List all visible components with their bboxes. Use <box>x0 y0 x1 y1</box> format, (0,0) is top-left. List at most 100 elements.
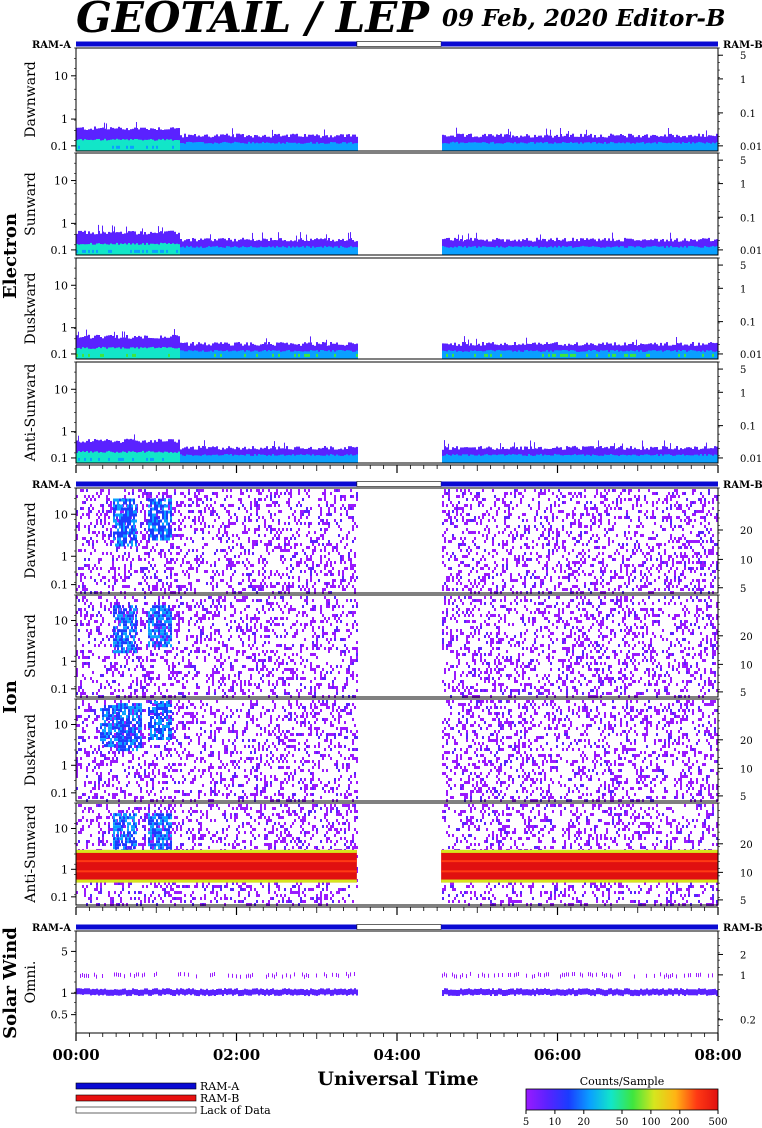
electron-band-cell <box>128 348 130 359</box>
electron-band-cell <box>118 145 120 149</box>
ion-count-cell <box>112 525 114 528</box>
ion-count-cell <box>160 552 162 555</box>
electron-band-cell <box>528 351 530 359</box>
electron-band-cell <box>700 351 702 360</box>
electron-band-cell <box>584 455 586 464</box>
electron-band-cell <box>300 351 302 360</box>
ion-count-cell <box>220 540 222 543</box>
ion-count-cell <box>158 516 160 519</box>
ion-count-cell <box>228 561 230 564</box>
electron-spike <box>550 129 551 136</box>
electron-band-cell <box>168 353 170 357</box>
electron-band-cell <box>642 142 644 152</box>
electron-band-cell <box>500 353 502 357</box>
electron-band-cell <box>620 445 622 464</box>
ion-count-cell <box>254 528 256 531</box>
ion-count-cell <box>466 504 468 507</box>
ion-count-cell <box>350 507 352 510</box>
ion-count-cell <box>534 525 536 528</box>
electron-band-cell <box>450 455 452 463</box>
ion-count-cell <box>346 537 348 540</box>
electron-band-cell <box>690 455 692 463</box>
electron-band-cell <box>318 455 320 464</box>
electron-band-cell <box>606 143 608 151</box>
ion-count-cell <box>144 537 146 540</box>
ion-count-cell <box>176 552 178 555</box>
ion-count-cell <box>502 558 504 561</box>
electron-band-cell <box>470 133 472 152</box>
ion-count-cell <box>144 573 146 576</box>
electron-band-cell <box>514 145 516 149</box>
electron-band-cell <box>238 455 240 464</box>
ion-count-cell <box>164 555 166 558</box>
ion-count-cell <box>602 552 604 555</box>
electron-band-cell <box>104 243 106 255</box>
ion-count-cell <box>270 504 272 507</box>
ion-count-cell <box>482 516 484 519</box>
electron-spike <box>274 441 275 448</box>
electron-band-cell <box>558 350 560 359</box>
ion-count-cell <box>340 582 342 585</box>
electron-band-cell <box>232 247 234 256</box>
electron-band-cell <box>656 246 658 256</box>
ion-count-cell <box>548 543 550 546</box>
electron-band-cell <box>686 145 688 149</box>
electron-band-cell <box>628 249 630 253</box>
electron-band-cell <box>332 457 334 461</box>
ion-count-cell <box>526 519 528 522</box>
ion-count-cell <box>608 540 610 543</box>
ion-count-cell <box>216 570 218 573</box>
electron-band-cell <box>688 246 690 255</box>
ion-count-cell <box>132 492 134 495</box>
ion-count-cell <box>108 510 110 513</box>
electron-band-cell <box>154 249 156 253</box>
ion-count-cell <box>540 516 542 519</box>
ion-count-cell <box>214 519 216 522</box>
electron-band-cell <box>270 143 272 152</box>
panel-data <box>76 434 718 464</box>
ion-count-cell <box>464 537 466 540</box>
ion-count-cell <box>326 585 328 588</box>
ion-count-cell <box>124 576 126 579</box>
ion-count-cell <box>584 525 586 528</box>
ion-count-cell <box>344 567 346 570</box>
ion-count-cell <box>320 507 322 510</box>
ion-count-cell <box>570 525 572 528</box>
ion-count-cell <box>184 585 186 588</box>
electron-band-cell <box>680 145 682 149</box>
ion-count-cell <box>100 522 102 525</box>
ion-count-cell <box>116 546 118 549</box>
ion-count-cell <box>76 510 78 513</box>
electron-band-cell <box>648 454 650 464</box>
ion-count-cell <box>324 582 326 585</box>
ion-count-cell <box>316 573 318 576</box>
electron-band-cell <box>304 134 306 151</box>
ion-ram-a-bar <box>441 481 718 487</box>
ion-count-cell <box>272 519 274 522</box>
ion-count-cell <box>528 531 530 534</box>
ion-count-cell <box>312 564 314 567</box>
panel-right-tick-label: 1 <box>740 75 746 86</box>
ion-count-cell <box>340 558 342 561</box>
ion-count-cell <box>340 513 342 516</box>
electron-band-cell <box>560 134 562 152</box>
ion-count-cell <box>166 558 168 561</box>
ion-count-cell <box>230 522 232 525</box>
ion-count-cell <box>268 543 270 546</box>
electron-band-cell <box>120 243 122 256</box>
ion-count-cell <box>608 537 610 540</box>
ion-count-cell <box>210 576 212 579</box>
electron-band-cell <box>530 350 532 360</box>
ion-count-cell <box>494 519 496 522</box>
ion-count-cell <box>112 555 114 558</box>
ion-count-cell <box>222 522 224 525</box>
ion-count-cell <box>142 495 144 498</box>
ion-count-cell <box>286 528 288 531</box>
panel-right-tick-label: 0.1 <box>740 109 756 120</box>
electron-band-cell <box>712 246 714 256</box>
ion-count-cell <box>294 519 296 522</box>
electron-band-cell <box>672 247 674 255</box>
electron-band-cell <box>454 237 456 256</box>
electron-band-cell <box>676 351 678 360</box>
ion-count-cell <box>602 495 604 498</box>
